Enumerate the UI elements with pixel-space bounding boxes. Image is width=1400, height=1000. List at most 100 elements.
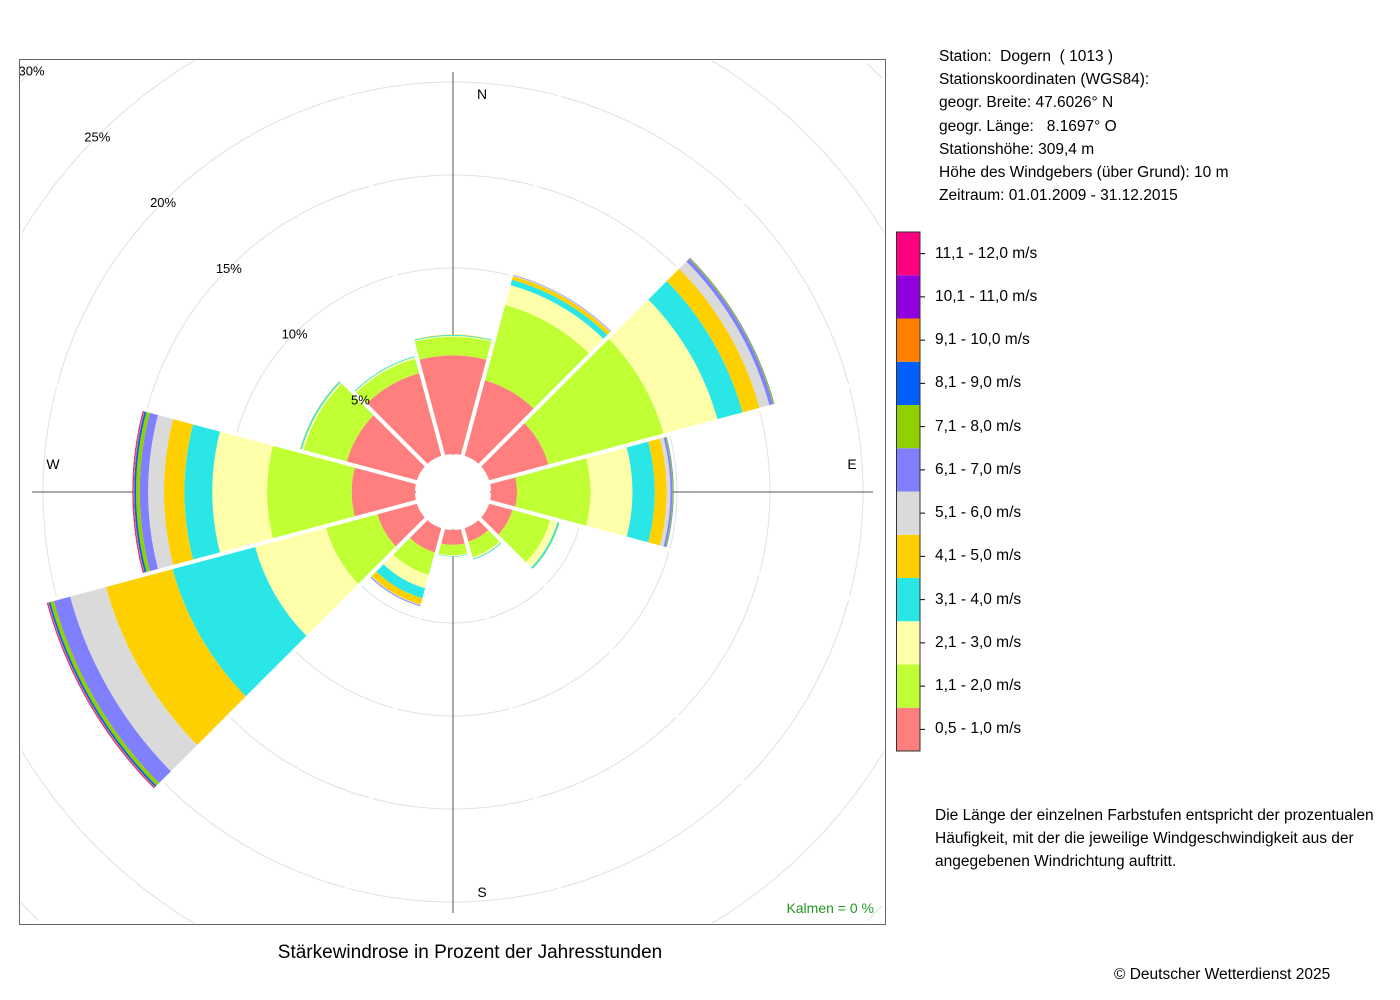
sector-segment-210-class-4 bbox=[374, 562, 428, 599]
sector-segment-270-class-12 bbox=[132, 408, 144, 576]
description-line: Häufigkeit, mit der die jeweilige Windge… bbox=[935, 830, 1354, 848]
calm-circle bbox=[416, 455, 490, 529]
sector-segment-90-class-7 bbox=[663, 435, 673, 549]
sector-segment-270-class-4 bbox=[184, 422, 221, 562]
sector-segment-210-class-3 bbox=[382, 553, 431, 589]
sector-segment-240-class-4 bbox=[171, 545, 308, 698]
station-height: Stationshöhe: 309,4 m bbox=[939, 140, 1095, 158]
sensor-height: Höhe des Windgebers (über Grund): 10 m bbox=[939, 164, 1229, 182]
sector-gap bbox=[147, 186, 434, 473]
sector-segment-90-class-6 bbox=[659, 435, 671, 549]
legend-label: 8,1 - 9,0 m/s bbox=[935, 374, 1022, 392]
sector-segment-60-class-4 bbox=[646, 279, 744, 422]
legend-label: 6,1 - 7,0 m/s bbox=[935, 460, 1022, 478]
sector-segment-90-class-2 bbox=[514, 456, 591, 528]
sector-segment-240-class-5 bbox=[105, 567, 248, 747]
sector-segment-180-class-3 bbox=[436, 552, 470, 557]
description-line: angegebenen Windrichtung auftritt. bbox=[935, 853, 1177, 871]
grid-ring bbox=[20, 62, 883, 922]
sector-segment-150-class-2 bbox=[466, 528, 501, 558]
station-name: Station: Dogern ( 1013 ) bbox=[939, 48, 1114, 65]
sector-segment-270-class-11 bbox=[132, 409, 145, 575]
sector-segment-120-class-2 bbox=[496, 508, 551, 564]
sector-segment-30-class-1 bbox=[462, 379, 536, 466]
legend-frame bbox=[896, 231, 921, 752]
sector-segment-270-class-2 bbox=[267, 443, 356, 541]
sector-segment-30-class-5 bbox=[510, 275, 612, 337]
latitude: geogr. Breite: 47.6026° N bbox=[939, 94, 1114, 112]
longitude: geogr. Länge: 8.1697° O bbox=[939, 117, 1117, 135]
sector-segment-90-class-4 bbox=[626, 439, 655, 545]
sector-segment-240-class-6 bbox=[69, 585, 199, 773]
sector-gaps bbox=[37, 76, 869, 908]
ring-label: 5% bbox=[351, 392, 370, 407]
coordinates-heading: Stationskoordinaten (WGS84): bbox=[939, 71, 1150, 89]
description: Die Länge der einzelnen Farbstufen entsp… bbox=[935, 804, 1374, 874]
sector-segment-300-class-1 bbox=[346, 413, 427, 483]
sector-segment-60-class-2 bbox=[523, 337, 664, 467]
sector-segment-0-class-1 bbox=[417, 355, 489, 456]
sector-gap bbox=[37, 378, 425, 487]
station-info: Station: Dogern ( 1013 ) Stationskoordin… bbox=[939, 45, 1228, 207]
sector-segment-330-class-2 bbox=[355, 358, 422, 405]
compass-s: S bbox=[477, 884, 486, 900]
legend-swatch bbox=[896, 275, 920, 319]
legend-label: 7,1 - 8,0 m/s bbox=[935, 417, 1022, 435]
legend-swatch bbox=[896, 578, 920, 622]
sector-segment-240-class-7 bbox=[53, 594, 173, 785]
legend-label: 10,1 - 11,0 m/s bbox=[935, 287, 1038, 305]
ring-label: 25% bbox=[84, 129, 110, 144]
legend-swatch bbox=[896, 405, 920, 449]
sector-segment-90-class-9 bbox=[665, 434, 674, 550]
sector-segment-210-class-2 bbox=[391, 536, 437, 576]
legend-label: 11,1 - 12,0 m/s bbox=[935, 244, 1038, 262]
sector-segment-210-class-5 bbox=[370, 570, 425, 606]
sector-segment-270-class-6 bbox=[148, 413, 174, 571]
sector-segment-60-class-5 bbox=[665, 267, 761, 415]
sector-segment-60-class-6 bbox=[677, 259, 770, 410]
sector-gap bbox=[481, 497, 869, 606]
sector-segment-270-class-7 bbox=[139, 410, 159, 574]
sector-segment-90-class-1 bbox=[489, 475, 518, 509]
sector-segment-120-class-3 bbox=[524, 518, 558, 569]
compass-n: N bbox=[477, 86, 487, 102]
legend-swatch bbox=[896, 621, 920, 665]
ring-label: 15% bbox=[216, 261, 242, 276]
chart-title: Stärkewindrose in Prozent der Jahresstun… bbox=[277, 942, 663, 963]
sector-gap bbox=[37, 497, 425, 606]
compass-w: W bbox=[46, 456, 60, 472]
legend-swatch bbox=[896, 707, 920, 751]
sector-segment-240-class-1 bbox=[376, 501, 427, 548]
ring-label: 10% bbox=[282, 327, 308, 342]
calm-label: Kalmen = 0 % bbox=[786, 900, 874, 916]
sector-segment-270-class-3 bbox=[212, 429, 274, 555]
sector-segment-180-class-1 bbox=[439, 528, 467, 545]
sector-segment-30-class-2 bbox=[483, 304, 591, 410]
sector-segment-0-class-2 bbox=[412, 336, 494, 361]
period: Zeitraum: 01.01.2009 - 31.12.2015 bbox=[939, 187, 1178, 205]
copyright: © Deutscher Wetterdienst 2025 bbox=[1114, 966, 1331, 983]
sector-segment-90-class-8 bbox=[664, 434, 674, 550]
description-line: Die Länge der einzelnen Farbstufen entsp… bbox=[935, 807, 1374, 824]
legend-swatch bbox=[896, 361, 920, 405]
sector-segment-90-class-5 bbox=[647, 436, 667, 548]
sector-segment-240-class-2 bbox=[325, 512, 398, 586]
ring-label: 20% bbox=[150, 195, 176, 210]
legend-label: 2,1 - 3,0 m/s bbox=[935, 633, 1022, 651]
compass-e: E bbox=[847, 456, 856, 472]
legend-label: 4,1 - 5,0 m/s bbox=[935, 547, 1022, 565]
sector-segment-270-class-10 bbox=[133, 409, 146, 575]
sector-segment-120-class-4 bbox=[529, 520, 560, 571]
sector-gap bbox=[481, 378, 869, 487]
sector-gap bbox=[472, 511, 759, 798]
sector-gap bbox=[339, 76, 448, 464]
sector-segment-180-class-4 bbox=[436, 553, 470, 557]
legend-swatch bbox=[896, 491, 920, 535]
legend-swatch bbox=[896, 534, 920, 578]
grid-ring bbox=[21, 60, 885, 924]
sector-gap bbox=[339, 520, 448, 908]
sector-segment-270-class-9 bbox=[134, 409, 147, 575]
sector-segment-60-class-1 bbox=[479, 421, 549, 483]
legend-label: 3,1 - 4,0 m/s bbox=[935, 590, 1022, 608]
